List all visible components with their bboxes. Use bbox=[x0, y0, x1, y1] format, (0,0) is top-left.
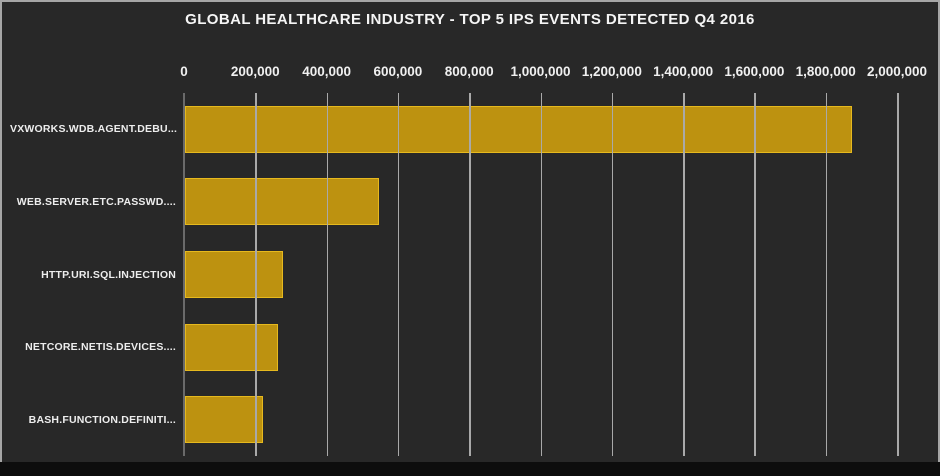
gridline bbox=[897, 93, 899, 456]
bottom-strip bbox=[0, 462, 940, 476]
bar-2 bbox=[185, 178, 380, 226]
x-axis-tick-label: 1,600,000 bbox=[724, 64, 785, 79]
x-axis-tick-label: 1,200,000 bbox=[581, 64, 642, 79]
slide-background: GLOBAL HEALTHCARE INDUSTRY - TOP 5 IPS E… bbox=[0, 0, 940, 462]
x-axis-tick-label: 200,000 bbox=[230, 64, 280, 79]
category-label: VXWORKS.WDB.AGENT.DEBU... bbox=[10, 123, 178, 136]
category-label: WEB.SERVER.ETC.PASSWD.... bbox=[16, 195, 176, 208]
x-axis-tick-label: 1,400,000 bbox=[653, 64, 714, 79]
x-axis-tick-label: 400,000 bbox=[302, 64, 351, 79]
gridline bbox=[469, 93, 471, 456]
gridline bbox=[326, 93, 329, 456]
bar-3 bbox=[185, 251, 284, 298]
gridline bbox=[683, 93, 685, 456]
x-axis-tick-label: 600,000 bbox=[373, 64, 423, 79]
bar-4 bbox=[185, 323, 278, 371]
bar-1 bbox=[185, 105, 852, 153]
category-label: HTTP.URI.SQL.INJECTION bbox=[41, 268, 176, 281]
gridline bbox=[754, 93, 756, 456]
bar-5 bbox=[185, 396, 264, 444]
x-axis-tick-label: 1,800,000 bbox=[795, 64, 856, 79]
chart-title: GLOBAL HEALTHCARE INDUSTRY - TOP 5 IPS E… bbox=[185, 11, 755, 28]
x-axis-tick-label: 1,000,000 bbox=[510, 64, 571, 79]
category-label: BASH.FUNCTION.DEFINITI... bbox=[28, 413, 176, 426]
gridline bbox=[540, 93, 542, 456]
x-axis-tick-label: 0 bbox=[180, 64, 188, 79]
gridline bbox=[611, 93, 614, 456]
gridline bbox=[825, 93, 828, 456]
x-axis-tick-label: 2,000,000 bbox=[866, 64, 928, 79]
y-axis-line bbox=[183, 93, 185, 456]
x-axis-tick-label: 800,000 bbox=[444, 64, 494, 79]
gridline bbox=[397, 93, 400, 456]
gridline bbox=[255, 93, 257, 456]
category-label: NETCORE.NETIS.DEVICES.... bbox=[25, 341, 176, 354]
